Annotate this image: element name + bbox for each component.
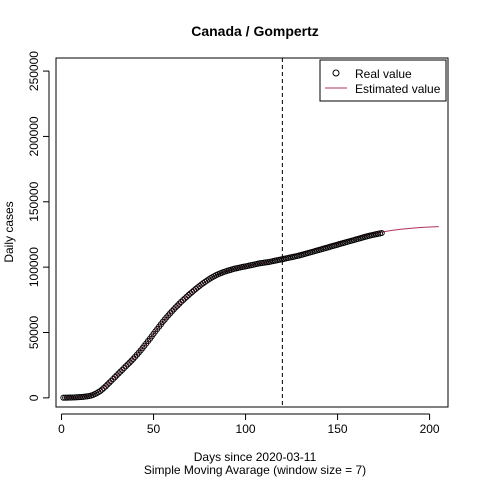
data-point-real-value <box>130 355 137 362</box>
data-point-real-value <box>167 310 174 317</box>
data-point-real-value <box>128 357 135 364</box>
x-tick-label: 0 <box>58 422 65 436</box>
data-point-real-value <box>178 298 185 305</box>
data-point-real-value <box>119 366 126 373</box>
data-point-real-value <box>102 383 109 390</box>
y-tick-label: 150000 <box>27 181 41 221</box>
x-tick-label: 50 <box>147 422 161 436</box>
y-tick-label: 100000 <box>27 247 41 287</box>
data-point-real-value <box>126 359 133 366</box>
data-point-real-value <box>110 375 117 383</box>
legend-marker-real-value <box>332 69 340 77</box>
data-point-real-value <box>113 372 120 379</box>
data-point-real-value <box>170 306 177 313</box>
data-point-real-value <box>194 284 201 291</box>
data-point-real-value <box>122 363 129 370</box>
x-tick-label: 100 <box>236 422 256 436</box>
data-point-real-value <box>185 292 192 299</box>
data-point-real-value <box>106 379 113 386</box>
data-point-real-value <box>176 300 183 307</box>
y-tick-label: 250000 <box>27 51 41 91</box>
data-point-real-value <box>378 229 385 237</box>
legend-box <box>319 59 447 102</box>
x-tick-label: 150 <box>328 422 348 436</box>
legend-label-estimated-value: Estimated value <box>355 82 441 96</box>
data-point-real-value <box>104 381 111 388</box>
x-tick-label: 200 <box>420 422 440 436</box>
legend: Real value Estimated value <box>319 59 447 102</box>
data-point-real-value <box>183 293 190 300</box>
data-point-real-value <box>111 374 118 381</box>
data-point-real-value <box>181 295 188 302</box>
plot-area <box>60 58 439 407</box>
data-point-real-value <box>189 288 196 296</box>
data-point-real-value <box>97 388 104 395</box>
data-point-real-value <box>168 308 175 315</box>
chart-title: Canada / Gompertz <box>191 23 319 39</box>
y-tick-label: 50000 <box>27 315 41 349</box>
data-point-real-value <box>98 386 106 393</box>
data-point-real-value <box>100 384 107 392</box>
y-axis-label: Daily cases <box>2 201 16 262</box>
data-point-real-value <box>187 290 194 297</box>
data-point-real-value <box>108 377 115 384</box>
data-point-real-value <box>115 370 122 377</box>
x-axis-sublabel: Simple Moving Avarage (window size = 7) <box>144 463 366 477</box>
data-point-real-value <box>172 304 179 311</box>
data-point-real-value <box>190 287 198 294</box>
data-point-real-value <box>121 364 128 372</box>
x-axis-label: Days since 2020-03-11 <box>194 450 317 464</box>
legend-label-real-value: Real value <box>355 67 412 81</box>
y-tick-label: 0 <box>27 394 41 401</box>
y-axis: 0 50000 100000 150000 200000 250000 <box>27 51 50 401</box>
data-point-real-value <box>124 361 131 368</box>
y-tick-label: 200000 <box>27 116 41 156</box>
data-point-real-value <box>174 302 181 309</box>
data-point-real-value <box>117 368 124 375</box>
plot-frame <box>55 57 449 408</box>
x-axis: 0 50 100 150 200 <box>58 413 440 436</box>
data-point-real-value <box>179 297 187 304</box>
